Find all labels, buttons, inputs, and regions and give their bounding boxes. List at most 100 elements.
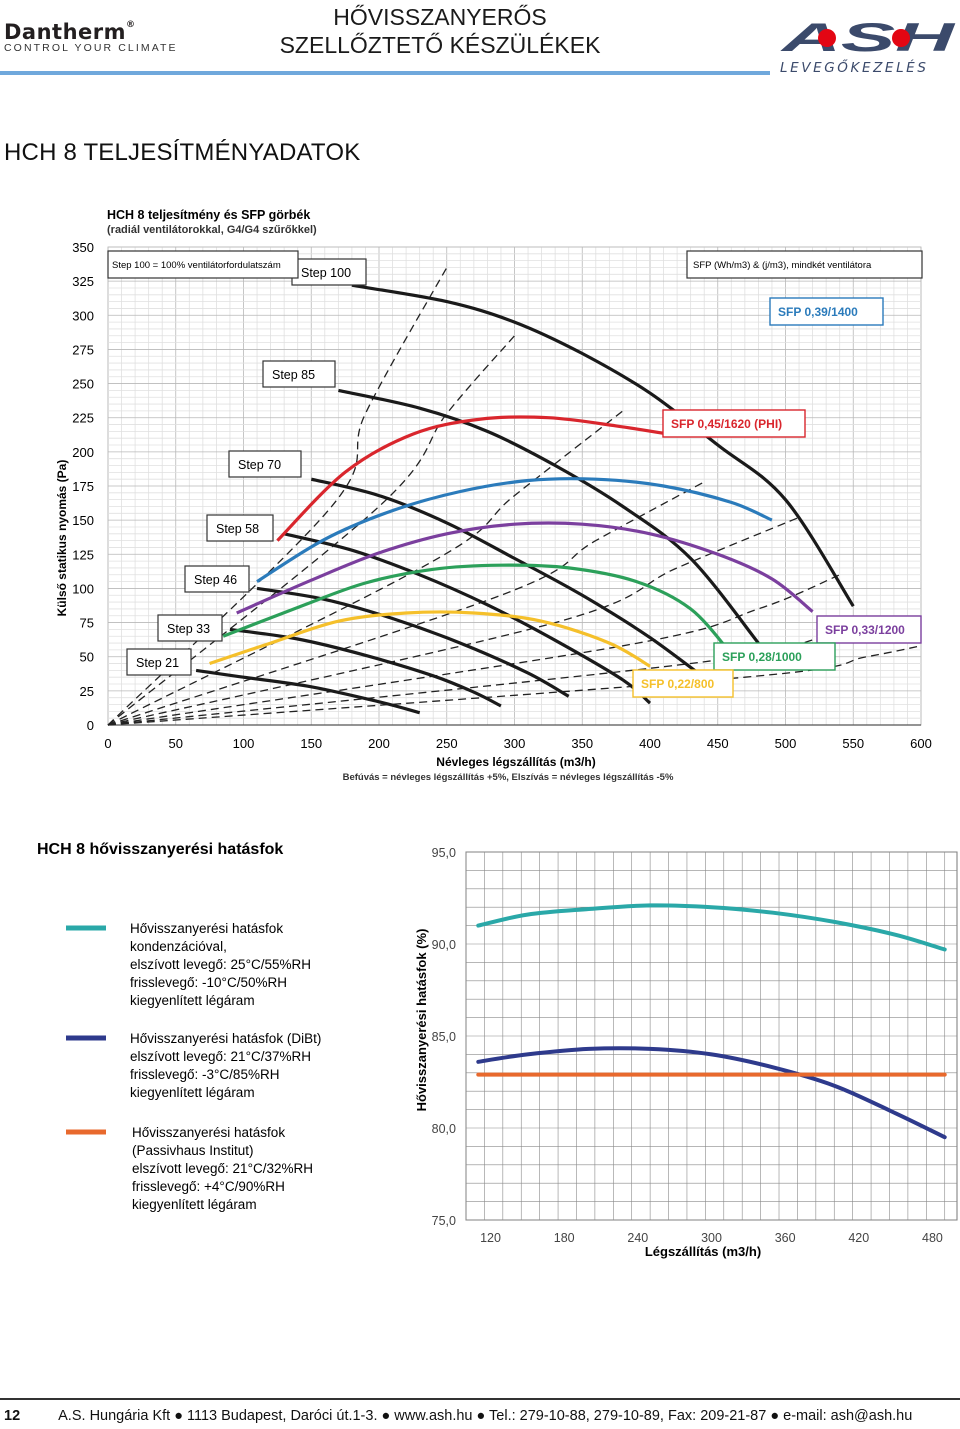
performance-chart: HCH 8 teljesítmény és SFP görbék (radiál… [55, 208, 932, 783]
step-curve-6 [195, 668, 421, 715]
perf-chart-title: HCH 8 teljesítmény és SFP görbék [107, 208, 310, 222]
eff-x-tick-5: 420 [848, 1231, 869, 1245]
perf-y-tick-11: 275 [72, 342, 94, 357]
eff-x-tick-0: 120 [480, 1231, 501, 1245]
footer: 12 A.S. Hungária Kft ● 1113 Budapest, Dar… [4, 1408, 912, 1424]
step-label-6: Step 21 [136, 656, 179, 670]
sfp-label-1: SFP 0,39/1400 [778, 305, 858, 319]
system-line-4 [107, 516, 800, 726]
ash-logo-mark: ASH [780, 16, 956, 60]
perf-x-tick-4: 200 [368, 736, 390, 751]
perf-x-tick-2: 100 [233, 736, 255, 751]
ash-brand: ASH [780, 18, 956, 54]
sfp-label-4: SFP 0,22/800 [641, 677, 714, 691]
header-title-line1: HŐVISSZANYERŐS [333, 4, 547, 30]
eff-legend-text-1-1: elszívott levegő: 21°C/37%RH [130, 1049, 311, 1064]
step-curve-1 [338, 388, 760, 645]
perf-x-axis-note: Befúvás = névleges légszállítás +5%, Els… [343, 772, 674, 783]
eff-legend-text-0-0: Hővisszanyerési hatásfok [130, 921, 283, 936]
step-curve-0 [351, 283, 855, 608]
perf-y-tick-4: 100 [72, 581, 94, 596]
eff-legend-text-2-2: elszívott levegő: 21°C/32%RH [132, 1161, 313, 1176]
perf-sfp-curves [209, 415, 814, 668]
sfp-curve-4 [209, 610, 651, 668]
perf-chart-subtitle: (radiál ventilátorokkal, G4/G4 szűrőkkel… [107, 224, 317, 236]
step-label-box-2 [228, 450, 302, 478]
step-label-5: Step 33 [167, 622, 210, 636]
perf-x-axis-label: Névleges légszállítás (m3/h) [436, 755, 595, 769]
perf-y-tick-3: 75 [80, 616, 94, 631]
eff-legend-text-2-0: Hővisszanyerési hatásfok [132, 1125, 285, 1140]
perf-y-tick-10: 250 [72, 377, 94, 392]
perf-x-tick-3: 150 [300, 736, 322, 751]
header-title: HŐVISSZANYERŐS SZELLŐZTETŐ KÉSZÜLÉKEK [0, 3, 880, 59]
perf-y-tick-9: 225 [72, 411, 94, 426]
eff-series [476, 903, 947, 1140]
step-label-box-3 [206, 514, 274, 542]
eff-x-tick-1: 180 [554, 1231, 575, 1245]
header-title-line2: SZELLŐZTETŐ KÉSZÜLÉKEK [279, 32, 601, 58]
perf-x-ticks: 0 50 100 150 200 250 300 350 400 450 500 550 600 [104, 736, 931, 751]
eff-series-line-1 [476, 1046, 947, 1140]
eff-legend-text-1-2: frisslevegő: -3°C/85%RH [130, 1067, 279, 1082]
dantherm-brand: Dantherm [4, 20, 127, 44]
step-curve-3 [283, 532, 652, 705]
step-curve-4 [256, 586, 570, 698]
eff-y-tick-4: 95,0 [432, 846, 456, 860]
perf-y-tick-0: 0 [87, 718, 94, 733]
sfp-label-box-2 [816, 615, 922, 644]
perf-legend-right-text: SFP (Wh/m3) & (j/m3), mindkét ventilátor… [693, 260, 872, 271]
eff-x-tick-2: 240 [627, 1231, 648, 1245]
eff-x-tick-4: 360 [775, 1231, 796, 1245]
perf-x-tick-7: 350 [571, 736, 593, 751]
perf-legend-left: Step 100 = 100% ventilátorfordulatszám [107, 250, 299, 279]
step-label-box-6 [126, 648, 192, 676]
system-line-7 [107, 645, 922, 726]
sfp-label-2: SFP 0,33/1200 [825, 623, 905, 637]
step-label-4: Step 46 [194, 573, 237, 587]
perf-x-tick-11: 550 [842, 736, 864, 751]
ash-logo: ASH LEVEGŐKEZELÉS [780, 16, 958, 76]
eff-legend-text-1-3: kiegyenlített légáram [130, 1085, 255, 1100]
eff-legend-text-0-3: frisslevegő: -10°C/50%RH [130, 975, 287, 990]
perf-x-tick-5: 250 [436, 736, 458, 751]
perf-curve-labels: Step 100 Step 85 Step 70 Step 58 Step 46 Step… [126, 258, 922, 698]
sfp-curve-1 [256, 477, 773, 583]
perf-x-tick-12: 600 [910, 736, 932, 751]
perf-y-tick-7: 175 [72, 479, 94, 494]
efficiency-chart: HCH 8 hővisszanyerési hatásfok Hővisszan… [37, 841, 958, 1259]
perf-legend-left-text: Step 100 = 100% ventilátorfordulatszám [112, 260, 281, 271]
dantherm-tagline: CONTROL YOUR CLIMATE [4, 42, 178, 54]
section-title: HCH 8 TELJESÍTMÉNYADATOK [4, 139, 361, 166]
perf-x-tick-8: 400 [639, 736, 661, 751]
sfp-label-box-4 [632, 669, 734, 698]
eff-legend-text-1-0: Hővisszanyerési hatásfok (DiBt) [130, 1031, 321, 1046]
step-label-1: Step 85 [272, 368, 315, 382]
dantherm-logo: Dantherm® CONTROL YOUR CLIMATE [4, 20, 178, 54]
perf-x-tick-6: 300 [504, 736, 526, 751]
footer-divider [0, 1398, 960, 1400]
eff-x-tick-6: 480 [922, 1231, 943, 1245]
page-number: 12 [4, 1408, 21, 1424]
sfp-label-box-1 [769, 297, 884, 326]
perf-y-ticks: 0 25 50 75 100 125 150 175 200 225 250 275 300 325 350 [72, 240, 94, 733]
perf-y-tick-5: 125 [72, 547, 94, 562]
eff-y-tick-1: 80,0 [432, 1122, 456, 1136]
eff-y-ticks: 75,0 80,0 85,0 90,0 95,0 [432, 846, 456, 1228]
step-label-box-1 [262, 360, 336, 388]
ash-red-dot-2 [892, 29, 910, 47]
eff-y-tick-0: 75,0 [432, 1214, 456, 1228]
system-line-0 [107, 267, 448, 726]
ash-tagline: LEVEGŐKEZELÉS [780, 60, 929, 76]
step-label-box-5 [157, 614, 223, 642]
perf-legend-right: SFP (Wh/m3) & (j/m3), mindkét ventilátor… [686, 250, 923, 279]
eff-y-axis-label: Hővisszanyerési hatásfok (%) [414, 929, 429, 1112]
eff-series-line-0 [476, 903, 947, 952]
perf-grid [107, 246, 922, 726]
perf-x-tick-10: 500 [775, 736, 797, 751]
perf-y-tick-2: 50 [80, 650, 94, 665]
perf-y-tick-1: 25 [80, 684, 94, 699]
step-label-3: Step 58 [216, 522, 259, 536]
sfp-label-0: SFP 0,45/1620 (PHI) [671, 417, 782, 431]
eff-legend-text-0-1: kondenzációval, [130, 939, 227, 954]
